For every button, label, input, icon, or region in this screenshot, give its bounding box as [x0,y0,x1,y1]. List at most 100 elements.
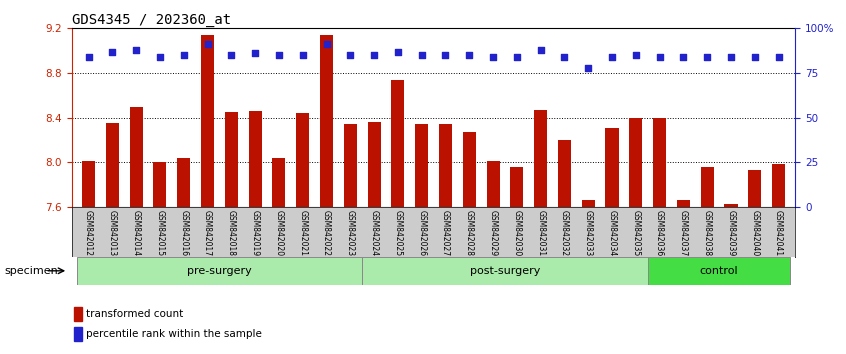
Bar [362,257,648,285]
Text: GSM842022: GSM842022 [322,210,331,256]
Bar [272,158,285,207]
Point [82,54,96,60]
Text: GSM842030: GSM842030 [513,210,521,256]
Point [224,52,238,58]
Text: GSM842037: GSM842037 [678,210,688,256]
Text: GSM842013: GSM842013 [107,210,117,256]
Point [367,52,381,58]
Point [391,49,404,55]
Text: post-surgery: post-surgery [470,266,540,276]
Bar [392,80,404,207]
Bar [700,167,714,207]
Text: GSM842020: GSM842020 [274,210,283,256]
Text: control: control [700,266,739,276]
Bar [724,204,738,207]
Point [486,54,500,60]
Bar [296,113,310,207]
Point [343,52,357,58]
Text: GSM842025: GSM842025 [393,210,403,256]
Bar [177,158,190,207]
Bar [320,35,333,207]
Text: GSM842036: GSM842036 [655,210,664,256]
Text: GSM842040: GSM842040 [750,210,760,256]
Point [700,54,714,60]
Text: GSM842028: GSM842028 [464,210,474,256]
Point [201,41,214,47]
Text: GSM842029: GSM842029 [488,210,497,256]
Point [510,54,524,60]
Text: GSM842035: GSM842035 [631,210,640,256]
Bar [82,161,95,207]
Text: specimen: specimen [4,266,58,276]
Bar [606,128,618,207]
Bar [463,132,475,207]
Point [534,47,547,53]
Bar [439,124,452,207]
Text: GSM842023: GSM842023 [346,210,354,256]
Point [320,41,333,47]
Bar [74,307,82,321]
Text: GDS4345 / 202360_at: GDS4345 / 202360_at [72,13,231,27]
Point [772,54,785,60]
Text: GSM842012: GSM842012 [84,210,93,256]
Bar [677,200,690,207]
Text: GSM842031: GSM842031 [536,210,545,256]
Point [748,54,761,60]
Bar [77,257,362,285]
Point [249,51,262,56]
Point [153,54,167,60]
Bar [558,140,571,207]
Point [177,52,190,58]
Text: GSM842016: GSM842016 [179,210,189,256]
Text: GSM842019: GSM842019 [250,210,260,256]
Point [605,54,618,60]
Point [106,49,119,55]
Point [581,65,595,70]
Bar [534,110,547,207]
Bar [772,164,785,207]
Point [439,52,453,58]
Point [558,54,571,60]
Text: GSM842014: GSM842014 [132,210,140,256]
Text: GSM842027: GSM842027 [441,210,450,256]
Point [677,54,690,60]
Point [272,52,286,58]
Text: GSM842017: GSM842017 [203,210,212,256]
Bar [129,107,143,207]
Bar [510,167,524,207]
Text: GSM842033: GSM842033 [584,210,593,256]
Text: GSM842015: GSM842015 [156,210,164,256]
Bar [648,257,790,285]
Text: pre-surgery: pre-surgery [187,266,252,276]
Bar [582,200,595,207]
Bar [249,111,261,207]
Bar [415,124,428,207]
Bar [343,124,357,207]
Bar [748,170,761,207]
Text: transformed count: transformed count [86,309,183,319]
Bar [486,161,500,207]
Point [724,54,738,60]
Text: percentile rank within the sample: percentile rank within the sample [86,329,261,339]
Text: GSM842026: GSM842026 [417,210,426,256]
Bar [225,112,238,207]
Point [415,52,428,58]
Text: GSM842039: GSM842039 [727,210,735,256]
Text: GSM842034: GSM842034 [607,210,617,256]
Point [629,52,643,58]
Bar [367,122,381,207]
Bar [106,123,119,207]
Point [129,47,143,53]
Bar [201,35,214,207]
Point [463,52,476,58]
Text: GSM842041: GSM842041 [774,210,783,256]
Bar [629,118,642,207]
Text: GSM842021: GSM842021 [298,210,307,256]
Point [653,54,667,60]
Text: GSM842018: GSM842018 [227,210,236,256]
Bar [74,327,82,341]
Text: GSM842024: GSM842024 [370,210,379,256]
Point [296,52,310,58]
Bar [153,162,167,207]
Bar [653,118,666,207]
